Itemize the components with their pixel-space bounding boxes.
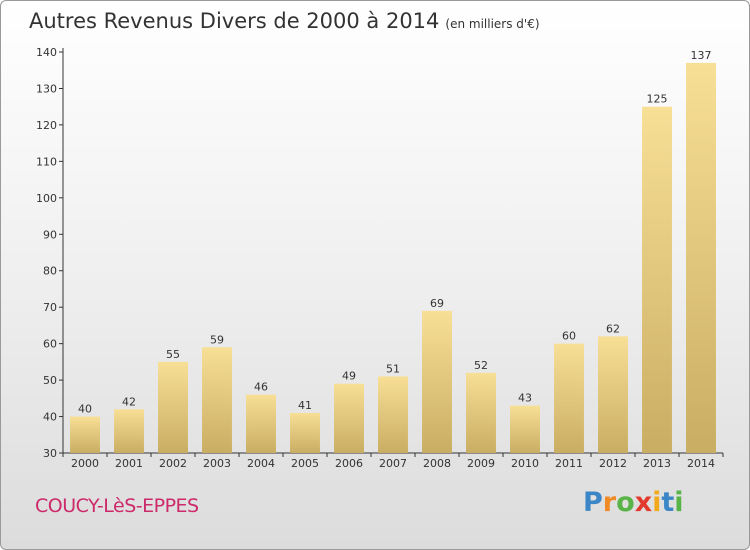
bar-value-label: 125 xyxy=(647,93,668,106)
bar xyxy=(114,409,144,453)
y-tick-label: 130 xyxy=(36,82,57,95)
bar xyxy=(598,336,628,453)
bar xyxy=(202,347,232,453)
y-tick-label: 60 xyxy=(43,338,57,351)
bar-value-label: 46 xyxy=(254,381,268,394)
x-tick-label: 2000 xyxy=(71,457,99,470)
x-tick-label: 2007 xyxy=(379,457,407,470)
bar xyxy=(334,383,364,453)
logo-letter: P xyxy=(583,487,603,518)
y-tick-label: 30 xyxy=(43,447,57,460)
bar-value-label: 62 xyxy=(606,322,620,335)
logo-letter: i xyxy=(674,487,684,518)
bar-value-label: 59 xyxy=(210,333,224,346)
bar xyxy=(422,310,452,453)
bar xyxy=(158,361,188,453)
y-tick-label: 110 xyxy=(36,155,57,168)
bar-value-label: 40 xyxy=(78,403,92,416)
bar xyxy=(686,62,716,453)
proxiti-logo: Proxiti xyxy=(583,487,684,518)
bar xyxy=(290,412,320,453)
x-tick-label: 2012 xyxy=(599,457,627,470)
x-tick-label: 2014 xyxy=(687,457,715,470)
x-tick-label: 2008 xyxy=(423,457,451,470)
y-tick-label: 140 xyxy=(36,46,57,59)
x-tick-label: 2010 xyxy=(511,457,539,470)
bar-value-label: 43 xyxy=(518,392,532,405)
chart-title-text: Autres Revenus Divers de 2000 à 2014 xyxy=(29,9,440,33)
bar-value-label: 55 xyxy=(166,348,180,361)
y-tick-label: 100 xyxy=(36,192,57,205)
y-tick-label: 120 xyxy=(36,119,57,132)
chart-title: Autres Revenus Divers de 2000 à 2014 (en … xyxy=(29,9,540,33)
bar-value-label: 52 xyxy=(474,359,488,372)
y-tick-label: 90 xyxy=(43,228,57,241)
x-tick-label: 2003 xyxy=(203,457,231,470)
x-tick-label: 2006 xyxy=(335,457,363,470)
bar-value-label: 51 xyxy=(386,362,400,375)
x-tick-label: 2009 xyxy=(467,457,495,470)
bar xyxy=(246,394,276,453)
y-tick-label: 50 xyxy=(43,374,57,387)
bar xyxy=(378,376,408,453)
bar-value-label: 49 xyxy=(342,370,356,383)
logo-letter: r xyxy=(602,487,617,518)
y-tick-label: 40 xyxy=(43,411,57,424)
x-tick-label: 2004 xyxy=(247,457,275,470)
logo-letter: i xyxy=(652,487,662,518)
bar-value-label: 42 xyxy=(122,395,136,408)
bar xyxy=(466,372,496,453)
bar-value-label: 137 xyxy=(691,49,712,62)
logo-letter: t xyxy=(661,487,675,518)
logo-letter: o xyxy=(616,487,635,518)
bar xyxy=(554,343,584,453)
y-tick-label: 80 xyxy=(43,265,57,278)
bar xyxy=(510,405,540,453)
bar xyxy=(70,416,100,453)
bar-value-label: 60 xyxy=(562,330,576,343)
commune-name: COUCY-LèS-EPPES xyxy=(35,495,199,517)
chart-unit: (en milliers d'€) xyxy=(445,17,540,31)
bar xyxy=(642,106,672,453)
logo-letter: x xyxy=(634,487,653,518)
x-tick-label: 2011 xyxy=(555,457,583,470)
bar-value-label: 41 xyxy=(298,399,312,412)
x-tick-label: 2001 xyxy=(115,457,143,470)
y-tick-label: 70 xyxy=(43,301,57,314)
bar-value-label: 69 xyxy=(430,297,444,310)
x-tick-label: 2005 xyxy=(291,457,319,470)
x-tick-label: 2013 xyxy=(643,457,671,470)
x-tick-label: 2002 xyxy=(159,457,187,470)
